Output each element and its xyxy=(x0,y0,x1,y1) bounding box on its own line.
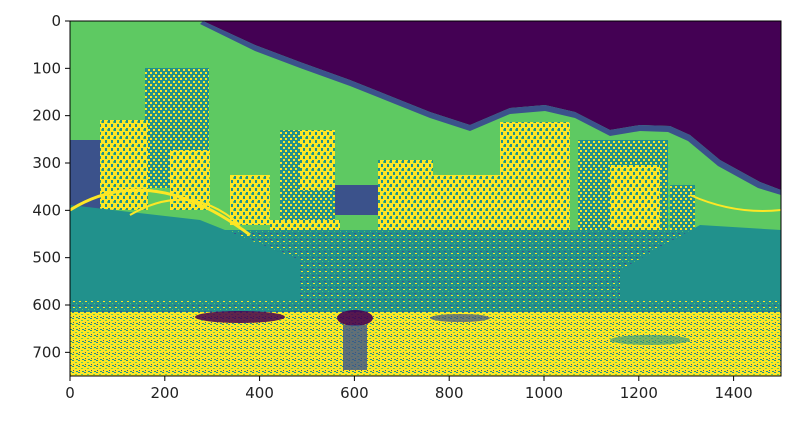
bridge-right xyxy=(620,225,781,310)
image-content xyxy=(70,21,781,376)
bridge-right-cable xyxy=(689,194,781,212)
reflection-4 xyxy=(430,314,490,322)
bridge-left-arch xyxy=(70,188,251,237)
y-tick-label: 600 xyxy=(32,296,61,314)
x-tick-label: 1400 xyxy=(715,384,753,402)
dark-sky-region xyxy=(203,21,781,190)
y-tick-label: 400 xyxy=(32,201,61,219)
x-tick-label: 600 xyxy=(340,384,369,402)
bridge-left-arch2 xyxy=(129,198,241,226)
building-e xyxy=(300,130,335,190)
x-tick-label: 1000 xyxy=(525,384,563,402)
river-band-upper xyxy=(70,300,781,312)
x-tick-label: 400 xyxy=(245,384,274,402)
building-c xyxy=(230,175,270,225)
reflection-1 xyxy=(195,311,285,323)
building-left xyxy=(100,120,148,210)
y-tick-label: 500 xyxy=(32,249,61,267)
x-tick-label: 800 xyxy=(435,384,464,402)
reflection-3 xyxy=(343,325,367,370)
y-tick-label: 0 xyxy=(51,12,61,30)
x-axis: 0 200 400 600 800 1000 1200 1400 xyxy=(65,376,753,402)
x-tick-label: 0 xyxy=(65,384,75,402)
y-tick-label: 300 xyxy=(32,154,61,172)
building-g xyxy=(430,175,500,240)
y-tick-label: 700 xyxy=(32,343,61,361)
bridge-left xyxy=(70,205,300,300)
plot-frame xyxy=(69,20,782,377)
reflection-5 xyxy=(610,335,690,345)
y-tick-label: 200 xyxy=(32,107,61,125)
reflection-2 xyxy=(337,310,373,326)
x-tick-label: 1200 xyxy=(620,384,658,402)
y-tick-label: 100 xyxy=(32,59,61,77)
x-tick-label: 200 xyxy=(150,384,179,402)
building-f xyxy=(378,160,433,240)
y-axis: 0 100 200 300 400 500 600 700 xyxy=(32,12,70,361)
building-h xyxy=(500,122,570,237)
